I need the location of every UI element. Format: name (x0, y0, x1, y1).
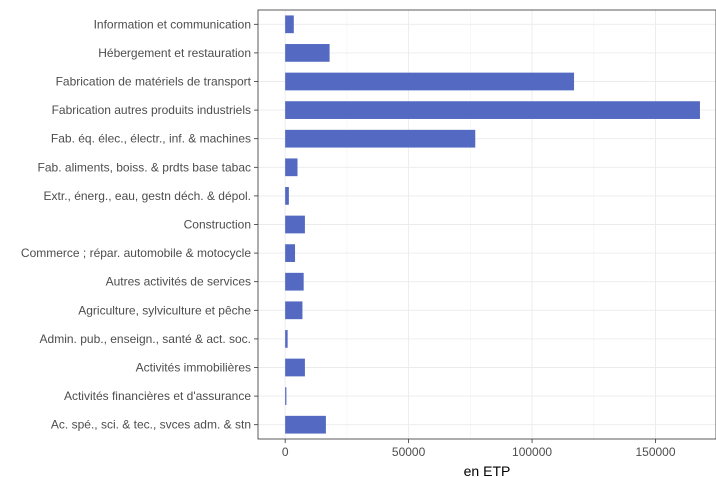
bars (285, 15, 700, 434)
x-tick-label: 50000 (392, 445, 426, 459)
category-label: Extr., énerg., eau, gestn déch. & dépol. (44, 189, 251, 203)
bar (285, 15, 294, 34)
bar (285, 215, 305, 234)
bar (285, 358, 305, 377)
category-label: Autres activités de services (106, 275, 251, 289)
category-label: Hébergement et restauration (98, 46, 251, 60)
y-axis: Information et communication Hébergement … (21, 17, 258, 432)
bar (285, 244, 296, 262)
category-label: Fab. aliments, boiss. & prdts base tabac (38, 160, 251, 174)
bar (285, 129, 476, 148)
category-label: Ac. spé., sci. & tec., svces adm. & stn (51, 418, 251, 432)
bar (285, 415, 326, 434)
bar (285, 101, 700, 119)
category-label: Construction (184, 218, 251, 232)
category-label: Activités financières et d'assurance (64, 389, 251, 403)
x-tick-label: 100000 (512, 445, 552, 459)
bar (285, 301, 303, 320)
x-tick-label: 0 (282, 445, 289, 459)
bar (285, 187, 289, 205)
x-axis-title: en ETP (464, 463, 511, 477)
bar (285, 272, 304, 291)
bar (285, 387, 287, 405)
bar (285, 44, 330, 62)
category-label: Activités immobilières (136, 361, 251, 375)
bar (285, 330, 288, 348)
bar (285, 158, 298, 177)
x-tick-label: 150000 (635, 445, 675, 459)
category-label: Commerce ; répar. automobile & motocycle (21, 246, 251, 260)
category-label: Fab. éq. élec., électr., inf. & machines (51, 132, 251, 146)
category-label: Fabrication autres produits industriels (52, 103, 251, 117)
bar (285, 72, 575, 91)
category-label: Admin. pub., enseign., santé & act. soc. (40, 332, 251, 346)
category-label: Agriculture, sylviculture et pêche (78, 303, 251, 317)
category-label: Information et communication (94, 17, 251, 31)
x-axis: 0 50000 100000 150000 (282, 439, 676, 459)
category-label: Fabrication de matériels de transport (56, 75, 252, 89)
